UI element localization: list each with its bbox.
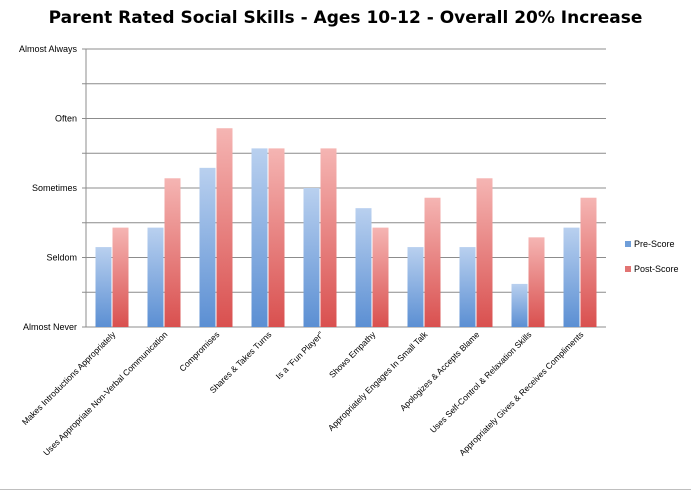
legend: Pre-Score Post-Score [625,239,679,274]
bar-post-score [112,227,129,327]
y-tick-labels: Almost Never Seldom Sometimes Often Almost A… [19,44,78,332]
bar-post-score [320,148,337,327]
x-tick-label: Shows Empathy [327,329,378,380]
x-tick-label: Is a "Fun Player" [274,329,326,381]
bar-post-score [424,197,441,327]
y-tick-label: Sometimes [32,183,78,193]
legend-label: Post-Score [634,264,679,274]
bar-pre-score [459,247,476,327]
y-tick-label: Almost Always [19,44,78,54]
y-tick-label: Often [55,114,77,124]
bar-pre-score [355,208,372,327]
bar-post-score [164,178,181,327]
bar-post-score [580,197,597,327]
x-tick-label: Compromises [177,329,221,373]
bar-pre-score [199,167,216,327]
x-tick-label: Uses Self-Control & Relaxation Skills [428,329,534,435]
axes [82,48,87,328]
bar-post-score [216,128,233,327]
x-tick-label: Appropriately Engages In Small Talk [326,329,430,433]
bar-post-score [528,237,545,327]
bar-post-score [372,227,389,327]
legend-swatch [625,241,631,247]
bottom-border [0,489,691,490]
x-tick-label: Makes Introductions Appropriately [20,329,118,427]
x-tick-label: Appropriately Gives & Receives Complimen… [457,329,585,457]
bar-post-score [476,178,493,327]
legend-swatch [625,266,631,272]
bar-pre-score [147,227,164,327]
bar-pre-score [407,247,424,327]
chart-title: Parent Rated Social Skills - Ages 10-12 … [48,8,643,28]
bar-pre-score [511,283,528,327]
y-tick-label: Almost Never [23,322,77,332]
y-tick-label: Seldom [46,253,77,263]
bar-pre-score [303,188,320,327]
bar-pre-score [563,227,580,327]
grid-lines [86,48,606,328]
legend-label: Pre-Score [634,239,675,249]
bar-pre-score [251,148,268,327]
bars [95,128,597,327]
bar-pre-score [95,247,112,327]
bar-post-score [268,148,285,327]
